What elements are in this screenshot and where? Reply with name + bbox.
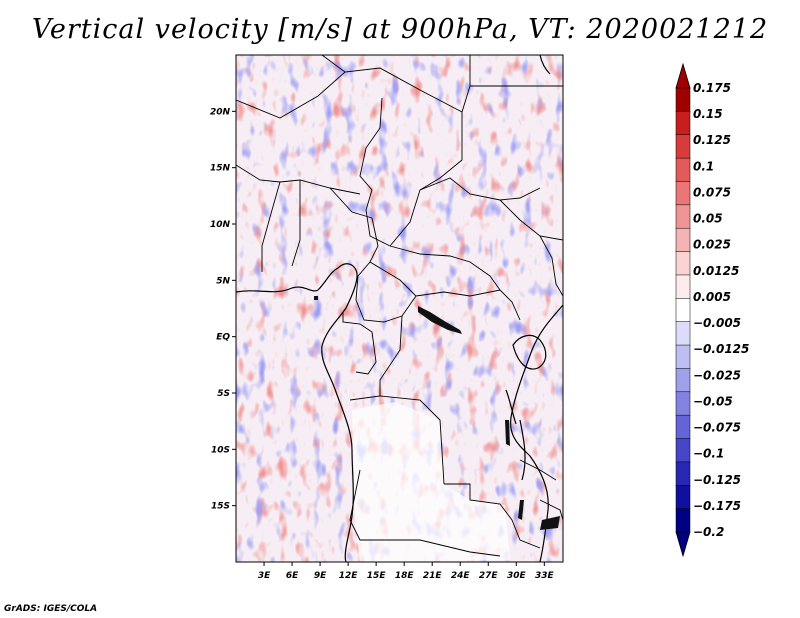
colorbar-segment bbox=[675, 485, 691, 510]
y-tick-label: 20N bbox=[210, 107, 231, 117]
x-tick-label: 12E bbox=[339, 571, 359, 581]
x-tick-label: 21E bbox=[423, 571, 443, 581]
colorbar-segment bbox=[675, 204, 691, 229]
x-tick-label: 24E bbox=[451, 571, 471, 581]
y-tick-label: 15S bbox=[211, 502, 230, 512]
y-axis: 20N 15N 10N 5N EQ 5S 10S 15S bbox=[210, 107, 236, 512]
coastlines bbox=[236, 55, 563, 562]
weak-velocity-region bbox=[352, 402, 510, 562]
colorbar-label: −0.005 bbox=[693, 316, 741, 330]
colorbar-segment bbox=[675, 251, 691, 276]
colorbar-label: 0.0125 bbox=[693, 264, 739, 278]
y-tick-label: 10S bbox=[211, 445, 230, 455]
colorbar-label: 0.125 bbox=[693, 133, 731, 147]
x-axis: 3E 6E 9E 12E 15E 18E 21E 24E 27E 30E 33E bbox=[258, 562, 555, 581]
colorbar-label: 0.05 bbox=[693, 212, 723, 226]
colorbar-top-arrow bbox=[675, 62, 691, 89]
x-tick-label: 27E bbox=[479, 571, 499, 581]
colorbar-label: −0.125 bbox=[693, 473, 741, 487]
y-tick-label: 15N bbox=[210, 164, 231, 174]
colorbar-label: −0.025 bbox=[693, 368, 741, 382]
country-borders bbox=[236, 55, 563, 557]
colorbar-segment bbox=[675, 438, 691, 463]
x-tick-label: 9E bbox=[314, 571, 327, 581]
footer-credit: GrADS: IGES/COLA bbox=[4, 604, 98, 614]
x-tick-label: 3E bbox=[258, 571, 271, 581]
y-tick-label: 5N bbox=[216, 276, 230, 286]
colorbar-label: −0.0125 bbox=[693, 342, 749, 356]
colorbar-segment bbox=[675, 344, 691, 369]
colorbar-label: 0.175 bbox=[693, 81, 731, 95]
colorbar-label: −0.2 bbox=[693, 525, 724, 539]
colorbar-bottom-arrow bbox=[675, 531, 691, 558]
colorbar-segment bbox=[675, 298, 691, 323]
y-tick-label: EQ bbox=[216, 333, 230, 343]
colorbar-segment bbox=[675, 87, 691, 112]
colorbar-label: −0.1 bbox=[693, 447, 724, 461]
y-tick-label: 5S bbox=[217, 389, 230, 399]
colorbar-label: 0.15 bbox=[693, 107, 723, 121]
colorbar-segment bbox=[675, 274, 691, 299]
colorbar-label: 0.005 bbox=[693, 290, 731, 304]
colorbar-label: 0.025 bbox=[693, 238, 731, 252]
colorbar-segment bbox=[675, 508, 691, 533]
colorbar-segment bbox=[675, 391, 691, 416]
colorbar-label: −0.175 bbox=[693, 499, 741, 513]
colorbar-label: 0.075 bbox=[693, 185, 731, 199]
chart-title: Vertical velocity [m/s] at 900hPa, VT: 2… bbox=[31, 14, 769, 45]
colorbar-segment bbox=[675, 321, 691, 346]
colorbar-segment bbox=[675, 157, 691, 183]
y-tick-label: 10N bbox=[210, 220, 231, 230]
colorbar-label: −0.05 bbox=[693, 394, 733, 408]
map-field bbox=[236, 55, 563, 562]
colorbar-segment bbox=[675, 111, 691, 136]
colorbar-segment bbox=[675, 134, 691, 159]
colorbar-segment bbox=[675, 181, 691, 206]
colorbar-label: 0.1 bbox=[693, 159, 714, 173]
x-tick-label: 15E bbox=[367, 571, 387, 581]
colorbar-segment bbox=[675, 414, 691, 440]
x-tick-label: 30E bbox=[507, 571, 527, 581]
colorbar: 0.175 0.15 0.125 0.1 0.075 0.05 0.025 0.0125 0.0… bbox=[675, 62, 749, 558]
x-tick-label: 6E bbox=[286, 571, 299, 581]
x-tick-label: 33E bbox=[535, 571, 555, 581]
map-frame bbox=[235, 54, 564, 563]
colorbar-segment bbox=[675, 461, 691, 486]
colorbar-segment bbox=[675, 227, 691, 253]
colorbar-segment bbox=[675, 368, 691, 393]
lakes bbox=[314, 296, 560, 530]
x-tick-label: 18E bbox=[395, 571, 415, 581]
colorbar-label: −0.075 bbox=[693, 421, 741, 435]
